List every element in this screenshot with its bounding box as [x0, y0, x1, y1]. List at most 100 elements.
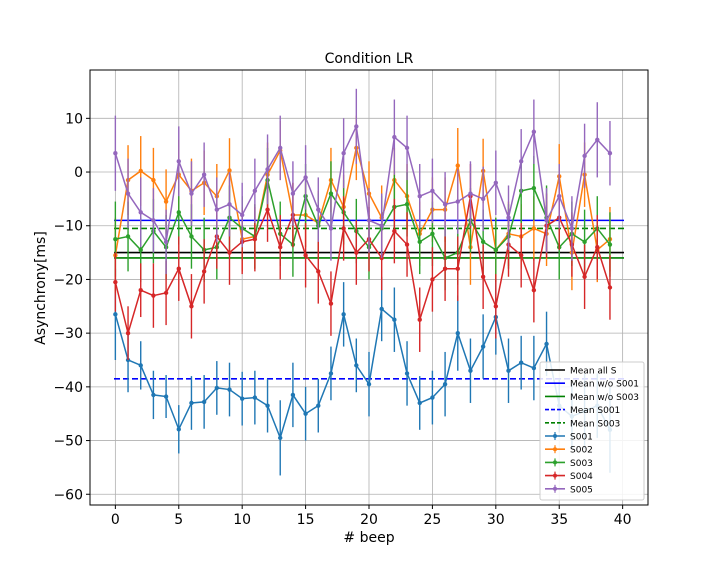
legend-label: Mean S003 [570, 419, 620, 429]
data-point [176, 266, 181, 271]
legend-marker [553, 473, 557, 478]
data-point [265, 167, 270, 172]
legend-label: S004 [570, 472, 593, 482]
data-point [569, 226, 575, 231]
data-point [531, 287, 537, 293]
data-point [113, 151, 118, 156]
legend-entry: Mean w/o S003 [545, 393, 639, 403]
data-point [125, 234, 131, 239]
data-point [480, 239, 486, 245]
data-point [201, 269, 207, 274]
data-point [227, 168, 232, 173]
data-point [316, 403, 321, 408]
data-point [354, 124, 359, 129]
data-point [303, 411, 308, 416]
data-point [404, 145, 410, 151]
data-point [278, 145, 283, 151]
data-point [430, 188, 435, 194]
legend-marker [553, 460, 557, 465]
data-point [138, 210, 143, 215]
legend-entry: Mean all S [545, 367, 617, 377]
data-point [430, 231, 435, 236]
data-point [125, 191, 131, 196]
legend-label: S005 [570, 485, 593, 495]
data-point [163, 239, 169, 245]
data-point [480, 274, 486, 279]
data-point [493, 180, 499, 185]
data-point [392, 134, 397, 140]
data-point [607, 242, 613, 247]
data-point [607, 151, 613, 156]
data-point [201, 399, 207, 405]
data-point [468, 191, 473, 196]
data-point [493, 247, 499, 253]
data-point [544, 341, 549, 347]
series-line [115, 179, 611, 259]
data-point [278, 245, 283, 250]
data-point [354, 250, 359, 255]
data-point [316, 207, 321, 212]
x-tick-label: 25 [423, 512, 441, 528]
legend-entry: Mean S001 [545, 406, 620, 416]
x-tick-label: 20 [360, 512, 378, 528]
legend-label: Mean S001 [570, 406, 620, 416]
x-axis-label: # beep [343, 530, 394, 546]
legend-entry: Mean w/o S001 [545, 380, 639, 390]
data-point [455, 163, 460, 168]
legend-marker [553, 434, 557, 438]
data-point [227, 387, 232, 392]
data-point [290, 191, 296, 196]
y-tick-label: −20 [53, 272, 83, 288]
data-point [455, 199, 460, 204]
series-group [113, 88, 613, 476]
data-point [151, 392, 156, 398]
data-point [341, 151, 346, 156]
data-point [138, 247, 143, 253]
data-point [392, 317, 397, 322]
y-tick-label: −40 [53, 380, 83, 396]
data-point [582, 239, 587, 245]
data-point [265, 403, 270, 408]
x-tick-label: 15 [297, 512, 315, 528]
legend: Mean all S Mean w/o S001 Mean w/o S003 Mean… [539, 361, 645, 501]
data-point [252, 395, 258, 400]
series-line [114, 307, 611, 441]
data-point [214, 385, 220, 391]
legend-label: S002 [570, 446, 593, 456]
data-point [468, 368, 473, 373]
data-point [442, 202, 448, 207]
data-point [366, 381, 372, 387]
legend-entry: S002 [545, 445, 593, 456]
y-tick-label: −50 [53, 434, 83, 450]
series-s005 [113, 88, 613, 275]
data-point [201, 172, 207, 177]
data-point [176, 427, 181, 432]
legend-entry: Mean S003 [545, 419, 620, 429]
data-point [265, 207, 270, 212]
data-point [455, 266, 460, 271]
data-point [595, 245, 600, 250]
data-point [430, 395, 435, 400]
data-point [595, 137, 600, 143]
data-point [557, 194, 562, 199]
data-point [113, 312, 118, 317]
data-point [176, 210, 181, 215]
data-point [328, 191, 334, 196]
data-point [138, 363, 143, 368]
legend-label: Mean w/o S003 [570, 393, 639, 403]
legend-label: Mean w/o S001 [570, 380, 639, 390]
x-tick-label: 40 [614, 512, 632, 528]
legend-marker [553, 486, 557, 491]
data-point [189, 191, 194, 196]
data-point [442, 266, 448, 271]
data-point [113, 236, 118, 242]
legend-marker [553, 447, 557, 452]
data-point [189, 400, 194, 406]
data-point [303, 175, 308, 180]
data-point [518, 360, 524, 365]
data-point [189, 304, 194, 309]
data-point [138, 287, 143, 293]
data-point [366, 218, 372, 223]
data-point [163, 394, 169, 399]
series-line [114, 123, 611, 245]
